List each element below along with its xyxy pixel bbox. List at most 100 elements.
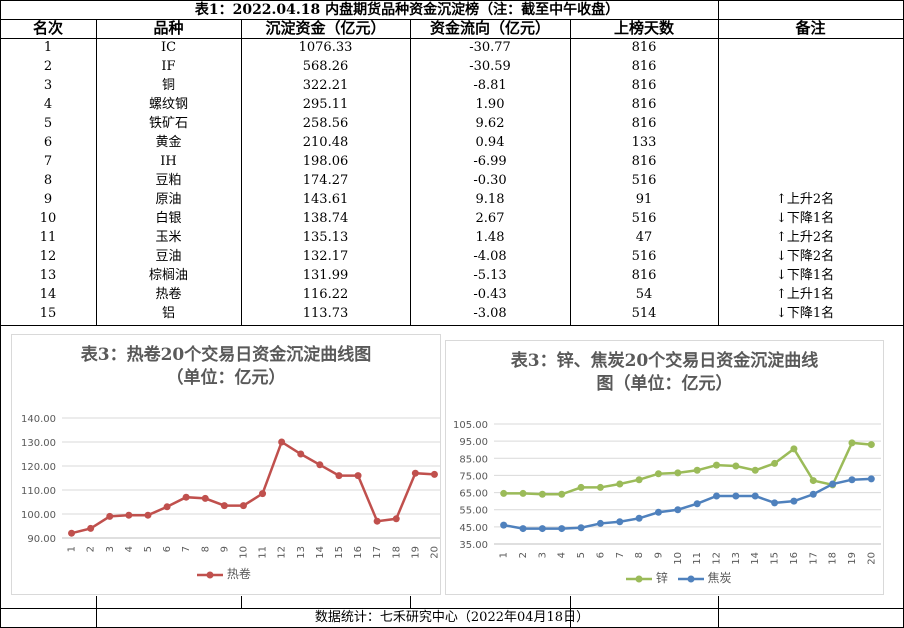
cell-rank: 4 [43, 97, 53, 112]
data-point [732, 462, 740, 470]
cell-flow: -3.08 [473, 306, 507, 321]
y-tick-label: 110.00 [21, 486, 56, 497]
cell-days: 816 [631, 97, 657, 112]
legend-label-zinc: 锌 [655, 571, 668, 585]
cell-flow: 1.48 [475, 230, 505, 245]
note-text: 上升2名 [786, 230, 835, 245]
cell-amount: 322.21 [302, 78, 349, 93]
cell-note: ↓下降1名 [772, 266, 901, 285]
cell-amount: 295.11 [302, 97, 349, 112]
cell-name: 铁矿石 [148, 116, 188, 131]
cell-amount: 116.22 [302, 287, 349, 302]
cell-amount: 138.74 [302, 211, 349, 226]
x-tick-label: 18 [391, 546, 402, 559]
data-point [558, 490, 566, 498]
data-point [713, 461, 721, 469]
data-point [732, 492, 740, 500]
note-text: 下降1名 [786, 268, 835, 283]
grid-line [0, 38, 904, 39]
x-tick-label: 9 [653, 552, 664, 558]
cell-note [772, 38, 901, 57]
data-point [335, 472, 343, 480]
cell-name: IF [161, 59, 176, 74]
header-note: 备注 [795, 19, 826, 37]
data-point [538, 525, 546, 533]
cell-days: 816 [631, 59, 657, 74]
x-tick-label: 10 [238, 546, 249, 559]
cell-note [772, 152, 901, 171]
cell-amount: 210.48 [302, 135, 349, 150]
footer-source: 数据统计：七禾研究中心（2022年04月18日） [314, 610, 590, 625]
grid-line [410, 596, 411, 608]
cell-flow: -30.77 [469, 40, 511, 55]
table-title: 表1：2022.04.18 内盘期货品种资金沉淀榜（注：截至中午收盘） [194, 2, 620, 18]
cell-note [772, 76, 901, 95]
legend-label-hot-rolled: 热卷 [226, 567, 251, 581]
cell-rank: 9 [43, 192, 53, 207]
cell-rank: 6 [43, 135, 53, 150]
cell-rank: 2 [43, 59, 53, 74]
x-tick-label: 16 [353, 546, 364, 559]
series-line-0 [503, 441, 872, 496]
grid-line [570, 19, 571, 325]
legend-marker [677, 575, 704, 582]
y-tick-label: 90.00 [27, 534, 56, 545]
data-point [144, 511, 152, 519]
cell-days: 816 [631, 78, 657, 93]
legend-marker [626, 575, 652, 582]
x-tick-label: 8 [200, 546, 211, 552]
data-point [635, 514, 643, 522]
cell-flow: 1.90 [475, 97, 505, 112]
x-tick-label: 8 [634, 552, 645, 558]
grid-line [718, 596, 719, 628]
data-point [693, 500, 701, 508]
y-tick-label: 100.00 [21, 510, 56, 521]
y-tick-label: 75.00 [459, 471, 488, 482]
cell-flow: 9.18 [475, 192, 505, 207]
cell-name: IC [160, 40, 177, 55]
cell-note: ↑上升2名 [772, 228, 901, 247]
cell-amount: 131.99 [302, 268, 349, 283]
cell-days: 816 [631, 268, 657, 283]
arrow-up-icon: ↑ [776, 192, 787, 207]
x-tick-label: 14 [750, 552, 761, 565]
x-tick-label: 15 [770, 552, 781, 565]
x-tick-label: 1 [499, 552, 510, 558]
y-tick-label: 140.00 [21, 414, 56, 425]
note-text: 下降1名 [786, 211, 835, 226]
x-tick-label: 17 [372, 546, 383, 559]
data-point [654, 508, 662, 516]
grid-line [0, 0, 1, 628]
cell-name: 热卷 [155, 287, 182, 302]
cell-name: IH [160, 154, 177, 169]
cell-note: ↓下降1名 [772, 209, 901, 228]
data-point [790, 497, 798, 505]
x-tick-label: 11 [258, 546, 269, 559]
cell-rank: 5 [43, 116, 53, 131]
data-point [616, 480, 624, 488]
data-point [829, 480, 837, 488]
cell-days: 516 [631, 173, 657, 188]
y-tick-label: 85.00 [459, 454, 488, 465]
arrow-up-icon: ↑ [776, 230, 787, 245]
x-tick-label: 5 [576, 552, 587, 558]
arrow-down-icon: ↓ [776, 249, 787, 264]
cell-days: 816 [631, 116, 657, 131]
data-point [558, 525, 566, 533]
x-tick-label: 13 [731, 552, 742, 565]
y-tick-label: 45.00 [459, 523, 488, 534]
cell-days: 816 [631, 40, 657, 55]
cell-amount: 132.17 [302, 249, 349, 264]
x-tick-label: 17 [808, 552, 819, 565]
data-point [538, 490, 546, 498]
data-point [106, 512, 114, 520]
cell-name: 豆油 [155, 249, 182, 264]
cell-days: 816 [631, 154, 657, 169]
cell-rank: 3 [43, 78, 53, 93]
x-tick-label: 6 [595, 552, 606, 558]
cell-amount: 258.56 [302, 116, 349, 131]
x-tick-label: 15 [334, 546, 345, 559]
data-point [809, 490, 817, 498]
x-tick-label: 12 [277, 546, 288, 559]
legend-marker [197, 571, 223, 578]
